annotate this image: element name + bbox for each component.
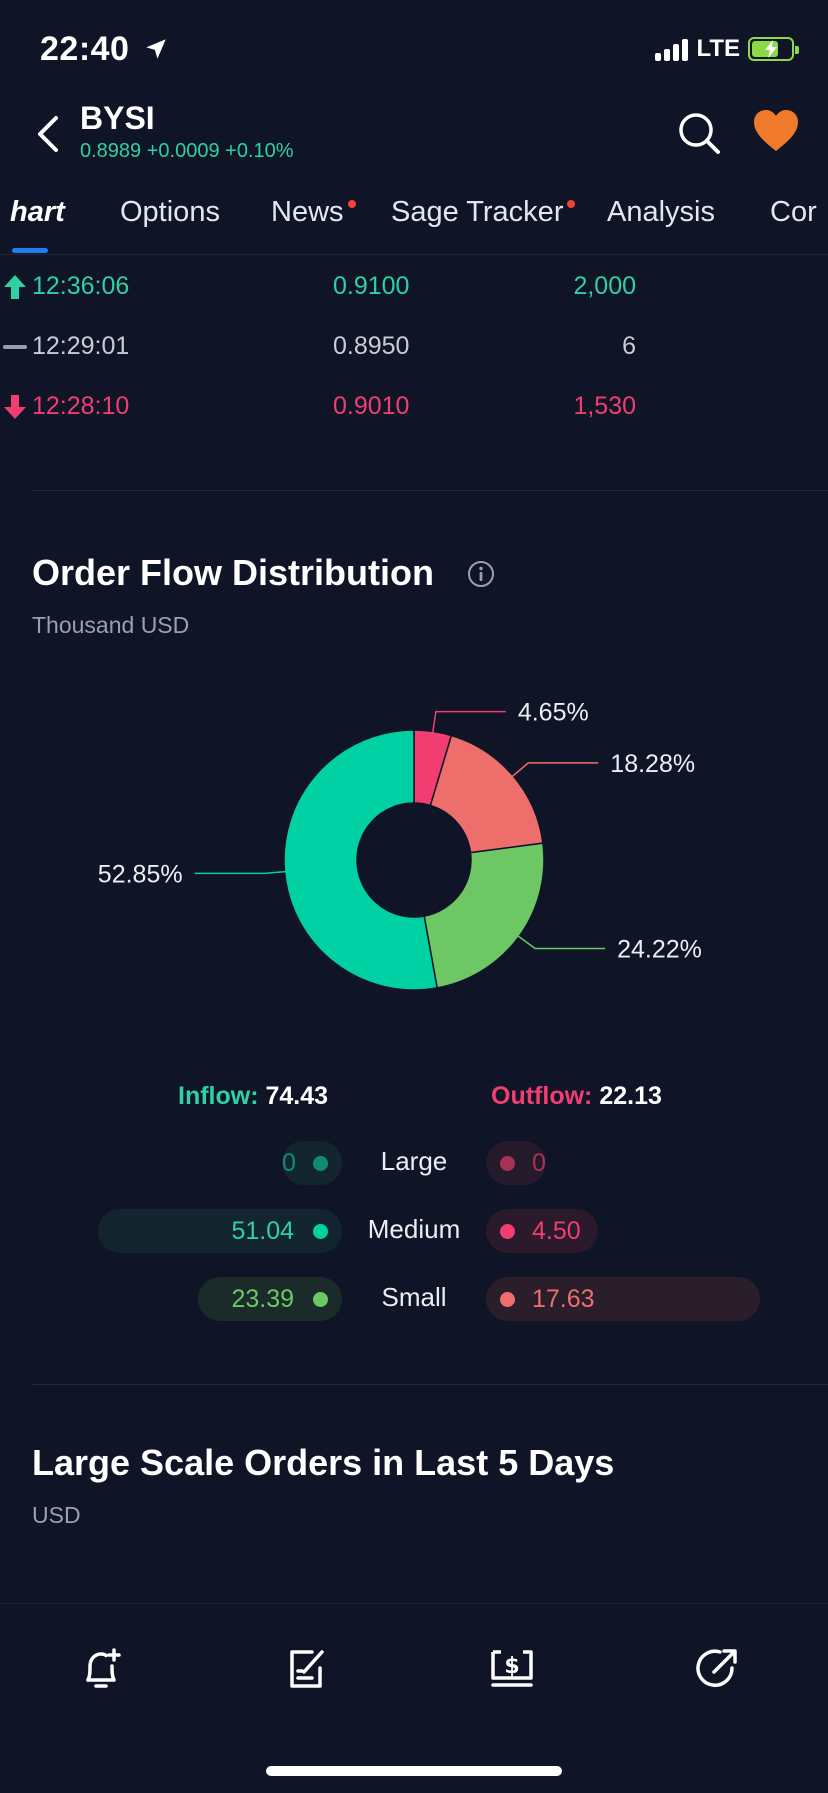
- medium-inflow-pill: 51.04: [98, 1209, 342, 1253]
- trade-volume: 1,530: [573, 392, 636, 420]
- inflow-dot: [313, 1224, 328, 1239]
- arrow-down-icon: [4, 395, 26, 419]
- tab-label: News: [271, 196, 344, 228]
- bottom-action-bar: $: [0, 1603, 828, 1793]
- signal-icon: [655, 37, 689, 61]
- notification-dot: [347, 200, 356, 208]
- large-outflow-value: 0: [532, 1149, 546, 1177]
- trade-price: 0.8950: [333, 332, 410, 360]
- home-indicator: [266, 1766, 562, 1776]
- tab-label: hart: [10, 196, 65, 228]
- donut-leader-line: [194, 870, 287, 875]
- medium-outflow-pill: 4.50: [486, 1209, 598, 1253]
- tab-company[interactable]: Cor: [770, 196, 817, 229]
- small-outflow-value: 17.63: [532, 1285, 595, 1313]
- outflow-label: Outflow:: [491, 1082, 593, 1110]
- donut-leader-line: [511, 762, 599, 778]
- outflow-dot: [500, 1224, 515, 1239]
- donut-percent-label: 18.28%: [610, 750, 695, 778]
- ticker-symbol: BYSI: [80, 100, 155, 136]
- donut-leader-line: [516, 934, 606, 950]
- tab-bar: hart Options News Sage Tracker Analysis …: [0, 196, 828, 256]
- large-outflow-pill: 0: [486, 1141, 546, 1185]
- tabs-divider: [0, 254, 828, 255]
- tab-sage-tracker[interactable]: Sage Tracker: [391, 196, 576, 229]
- tab-options[interactable]: Options: [120, 196, 220, 229]
- back-arrow-icon[interactable]: [30, 110, 70, 158]
- tab-chart[interactable]: hart: [10, 196, 65, 229]
- network-label: LTE: [696, 35, 740, 62]
- inflow-dot: [313, 1156, 328, 1171]
- heart-favorite-icon[interactable]: [752, 108, 800, 154]
- ticker-quote: 0.8989 +0.0009 +0.10%: [80, 140, 294, 162]
- large-inflow-value: 0: [282, 1149, 296, 1177]
- order-flow-donut-chart: 4.65% 18.28% 24.22% 52.85%: [98, 699, 702, 991]
- small-inflow-pill: 23.39: [198, 1277, 342, 1321]
- donut-slice: [423, 842, 545, 989]
- trade-dollar-icon[interactable]: $: [487, 1644, 537, 1694]
- tab-label: Analysis: [607, 196, 715, 228]
- trade-row: 12:28:10 0.9010 1,530: [0, 392, 828, 442]
- donut-slice: [283, 729, 439, 991]
- tab-analysis[interactable]: Analysis: [607, 196, 715, 229]
- medium-outflow-value: 4.50: [532, 1217, 581, 1245]
- outflow-dot: [500, 1156, 515, 1171]
- status-time-text: 22:40: [40, 30, 130, 68]
- tab-news[interactable]: News: [271, 196, 356, 229]
- inflow-dot: [313, 1292, 328, 1307]
- large-orders-unit: USD: [32, 1502, 81, 1528]
- order-flow-title: Order Flow Distribution: [32, 552, 434, 593]
- trade-time: 12:36:06: [32, 272, 130, 300]
- section-divider: [32, 1384, 828, 1385]
- donut-percent-label: 24.22%: [617, 935, 702, 963]
- trade-time: 12:29:01: [32, 332, 130, 360]
- donut-percent-label: 4.65%: [518, 699, 589, 727]
- tab-label: Sage Tracker: [391, 196, 564, 228]
- tab-label: Options: [120, 196, 220, 228]
- location-arrow-icon: [146, 39, 167, 59]
- trade-volume: 2,000: [573, 272, 636, 300]
- trade-time: 12:28:10: [32, 392, 130, 420]
- search-icon[interactable]: [676, 110, 722, 156]
- tab-label: Cor: [770, 196, 817, 228]
- status-time: 22:40: [40, 30, 169, 69]
- inflow-summary: Inflow: 74.43: [178, 1082, 328, 1111]
- active-tab-indicator: [12, 248, 48, 253]
- notification-dot: [567, 200, 576, 208]
- donut-slice: [429, 734, 544, 854]
- add-alert-bell-icon[interactable]: [76, 1644, 126, 1694]
- inflow-value: 74.43: [265, 1082, 329, 1110]
- battery-charging-icon: [748, 37, 799, 61]
- trade-price: 0.9100: [333, 272, 410, 300]
- small-inflow-value: 23.39: [231, 1285, 294, 1313]
- outflow-dot: [500, 1292, 515, 1307]
- status-indicators: LTE: [655, 34, 799, 64]
- trade-volume: 6: [622, 332, 636, 360]
- svg-text:$: $: [504, 1654, 519, 1679]
- outflow-summary: Outflow: 22.13: [491, 1082, 662, 1111]
- outflow-value: 22.13: [599, 1082, 662, 1110]
- size-label-medium: Medium: [367, 1214, 461, 1244]
- size-label-small: Small: [381, 1282, 447, 1312]
- trade-price: 0.9010: [333, 392, 410, 420]
- size-label-large: Large: [380, 1146, 448, 1176]
- trade-row: 12:29:01 0.8950 6: [0, 332, 828, 382]
- donut-percent-label: 52.85%: [98, 860, 183, 888]
- section-divider: [32, 490, 828, 491]
- inflow-label: Inflow:: [178, 1082, 259, 1110]
- dash-neutral-icon: [3, 345, 27, 349]
- small-outflow-pill: 17.63: [486, 1277, 760, 1321]
- edit-note-icon[interactable]: [282, 1644, 332, 1694]
- medium-inflow-value: 51.04: [231, 1217, 294, 1245]
- share-icon[interactable]: [692, 1644, 742, 1694]
- trade-row: 12:36:06 0.9100 2,000: [0, 272, 828, 322]
- arrow-up-icon: [4, 275, 26, 299]
- large-inflow-pill: 0: [282, 1141, 342, 1185]
- donut-leader-line: [431, 710, 506, 734]
- info-icon[interactable]: [467, 560, 495, 588]
- order-flow-unit: Thousand USD: [32, 612, 190, 638]
- large-orders-title: Large Scale Orders in Last 5 Days: [32, 1442, 615, 1483]
